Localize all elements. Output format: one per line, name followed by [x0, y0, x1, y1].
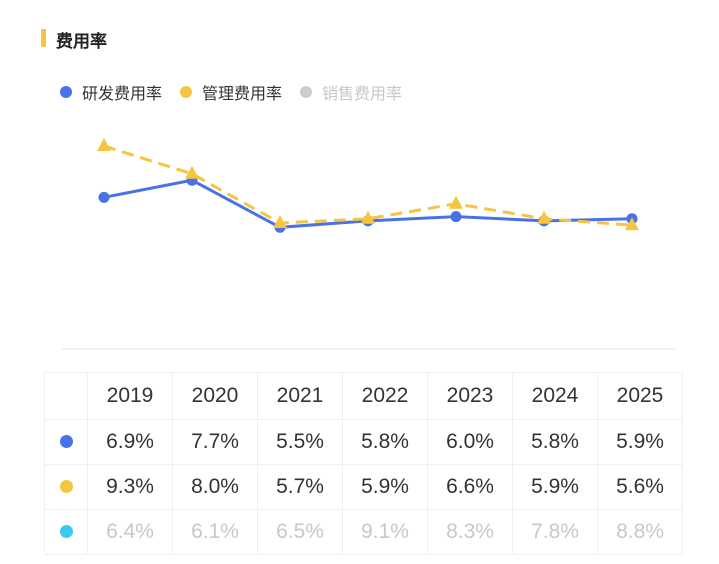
year-header: 2021	[257, 372, 343, 420]
value-cell: 5.5%	[257, 419, 343, 465]
data-point	[273, 215, 287, 229]
series-dot-cell	[44, 509, 88, 555]
year-header: 2019	[87, 372, 173, 420]
data-point	[537, 210, 551, 224]
table-row: 6.9% 7.7% 5.5% 5.8% 6.0% 5.8% 5.9%	[44, 419, 683, 465]
series-dot-icon	[59, 525, 73, 538]
value-cell: 7.7%	[172, 419, 258, 465]
value-cell: 5.9%	[342, 464, 428, 510]
data-point	[98, 191, 110, 203]
data-table: 2019 2020 2021 2022 2023 2024 2025 6.9% 7.7% 5.5%…	[44, 372, 683, 555]
table-row: 6.4% 6.1% 6.5% 9.1% 8.3% 7.8% 8.8%	[44, 509, 683, 555]
value-cell: 5.9%	[512, 464, 598, 510]
legend-item-admin[interactable]: 管理费用率	[180, 80, 282, 104]
table-header-row: 2019 2020 2021 2022 2023 2024 2025	[44, 372, 683, 420]
data-point	[625, 217, 639, 231]
table-corner	[44, 372, 88, 420]
year-header: 2024	[512, 372, 598, 420]
value-cell: 6.4%	[87, 509, 173, 555]
legend-item-sales[interactable]: 销售费用率	[300, 80, 402, 104]
data-point	[361, 210, 375, 224]
legend-dot-icon	[60, 86, 72, 98]
value-cell: 8.8%	[597, 509, 683, 555]
year-header: 2025	[597, 372, 683, 420]
series-dot-cell	[44, 419, 88, 465]
value-cell: 5.9%	[597, 419, 683, 465]
value-cell: 6.9%	[87, 419, 173, 465]
chart-title: 费用率	[56, 32, 107, 52]
legend-dot-icon	[300, 86, 313, 98]
data-point	[185, 165, 199, 179]
data-point	[450, 211, 462, 223]
title-accent-bar	[41, 29, 46, 47]
value-cell: 8.3%	[427, 509, 513, 555]
data-point	[97, 137, 111, 151]
year-header: 2020	[172, 372, 258, 420]
legend-item-rd[interactable]: 研发费用率	[60, 80, 162, 104]
year-header: 2023	[427, 372, 513, 420]
value-cell: 6.1%	[172, 509, 258, 555]
series-dot-icon	[59, 480, 73, 493]
series-dot-cell	[44, 464, 88, 510]
legend-dot-icon	[180, 86, 193, 98]
legend-label: 销售费用率	[322, 84, 403, 103]
year-header: 2022	[342, 372, 428, 420]
value-cell: 5.8%	[342, 419, 428, 465]
value-cell: 7.8%	[512, 509, 598, 555]
legend-label: 管理费用率	[202, 84, 283, 103]
value-cell: 8.0%	[172, 464, 258, 510]
value-cell: 6.6%	[427, 464, 513, 510]
value-cell: 9.3%	[87, 464, 173, 510]
value-cell: 5.8%	[512, 419, 598, 465]
table-row: 9.3% 8.0% 5.7% 5.9% 6.6% 5.9% 5.6%	[44, 464, 683, 510]
legend: 研发费用率 管理费用率 销售费用率	[60, 80, 420, 104]
data-point	[449, 195, 463, 209]
value-cell: 5.7%	[257, 464, 343, 510]
value-cell: 6.0%	[427, 419, 513, 465]
value-cell: 9.1%	[342, 509, 428, 555]
series-dot-icon	[59, 435, 73, 448]
legend-label: 研发费用率	[82, 84, 163, 103]
value-cell: 5.6%	[597, 464, 683, 510]
value-cell: 6.5%	[257, 509, 343, 555]
